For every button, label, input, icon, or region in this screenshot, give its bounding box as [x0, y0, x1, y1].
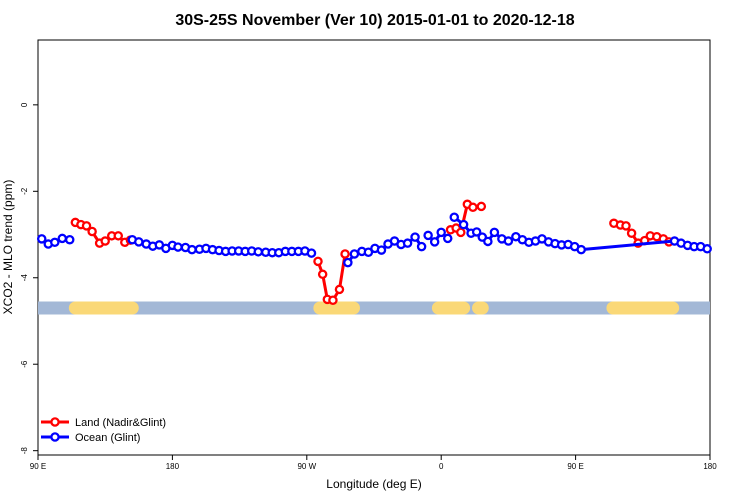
- series-1-point-42: [402, 238, 413, 248]
- series-1-point-34: [349, 249, 360, 259]
- series-0-point-10: [313, 256, 323, 267]
- series-1-point-0: [36, 234, 47, 244]
- series-1-point-24: [253, 247, 264, 257]
- y-axis-label: XCO2 - MLO trend (ppm): [1, 180, 15, 315]
- series-0-point-21: [476, 201, 487, 212]
- legend-label-1: Ocean (Glint): [75, 432, 140, 444]
- series-1-point-4: [64, 234, 75, 245]
- legend: Land (Nadir&Glint) Ocean (Glint): [41, 417, 166, 444]
- series-1-point-36: [363, 247, 374, 258]
- series-0-point-3: [87, 226, 97, 237]
- series-1-point-2: [50, 237, 60, 248]
- series-0-point-15: [340, 249, 350, 259]
- series-0-point-5: [100, 236, 110, 246]
- x-tick-label-2: 90 W: [297, 462, 316, 471]
- series-1-point-6: [134, 237, 144, 247]
- x-axis: 90 E 180 90 W 0 90 E 180: [30, 455, 717, 471]
- series-1-point-3: [57, 233, 68, 244]
- series-1-point-68: [576, 244, 586, 255]
- series-1-point-57: [503, 236, 514, 246]
- series-0-point-24: [621, 221, 631, 231]
- series-1-point-52: [471, 227, 482, 237]
- series-1-point-55: [489, 227, 500, 238]
- series-0-point-13: [328, 295, 338, 305]
- series-0-point-25: [626, 228, 637, 238]
- series-1-point-44: [416, 241, 427, 252]
- x-tick-label-0: 90 E: [30, 462, 46, 471]
- series-layer: [36, 199, 712, 305]
- y-tick-label-1: -2: [20, 187, 29, 195]
- series-0: [70, 199, 674, 305]
- y-tick-label-3: -6: [20, 360, 29, 368]
- x-tick-label-5: 180: [703, 462, 717, 471]
- y-tick-label-0: 0: [20, 102, 29, 107]
- y-tick-label-4: -8: [20, 447, 29, 455]
- y-axis: 0 -2 -4 -6 -8: [20, 102, 38, 454]
- y-tick-label-2: -4: [20, 274, 29, 282]
- series-1-point-50: [458, 219, 469, 230]
- series-0-point-20: [468, 202, 478, 213]
- legend-label-0: Land (Nadir&Glint): [75, 417, 166, 429]
- series-1-point-46: [429, 237, 440, 247]
- series-1-point-47: [436, 227, 446, 238]
- x-tick-label-4: 90 E: [567, 462, 583, 471]
- x-tick-label-3: 0: [439, 462, 444, 471]
- chart-title: 30S-25S November (Ver 10) 2015-01-01 to …: [175, 12, 574, 29]
- series-0-point-7: [113, 231, 124, 241]
- x-axis-label: Longitude (deg E): [326, 477, 421, 491]
- series-1-point-48: [442, 233, 453, 244]
- series-0-point-18: [456, 227, 466, 238]
- x-tick-label-1: 180: [166, 462, 180, 471]
- legend-marker-0: [50, 417, 60, 427]
- series-1-point-14: [187, 244, 197, 255]
- series-1: [36, 212, 712, 268]
- legend-marker-1: [50, 432, 60, 442]
- series-1-point-49: [449, 212, 460, 222]
- series-0-point-14: [334, 284, 345, 295]
- series-0-point-2: [81, 221, 92, 231]
- series-1-point-74: [702, 244, 712, 254]
- series-1-point-54: [483, 236, 493, 247]
- series-1-point-38: [376, 245, 387, 255]
- series-1-point-12: [173, 242, 183, 252]
- series-1-point-32: [306, 248, 317, 258]
- series-1-point-33: [343, 257, 353, 268]
- series-0-point-11: [317, 269, 328, 280]
- series-1-point-45: [423, 230, 433, 241]
- series-1-point-43: [410, 232, 420, 242]
